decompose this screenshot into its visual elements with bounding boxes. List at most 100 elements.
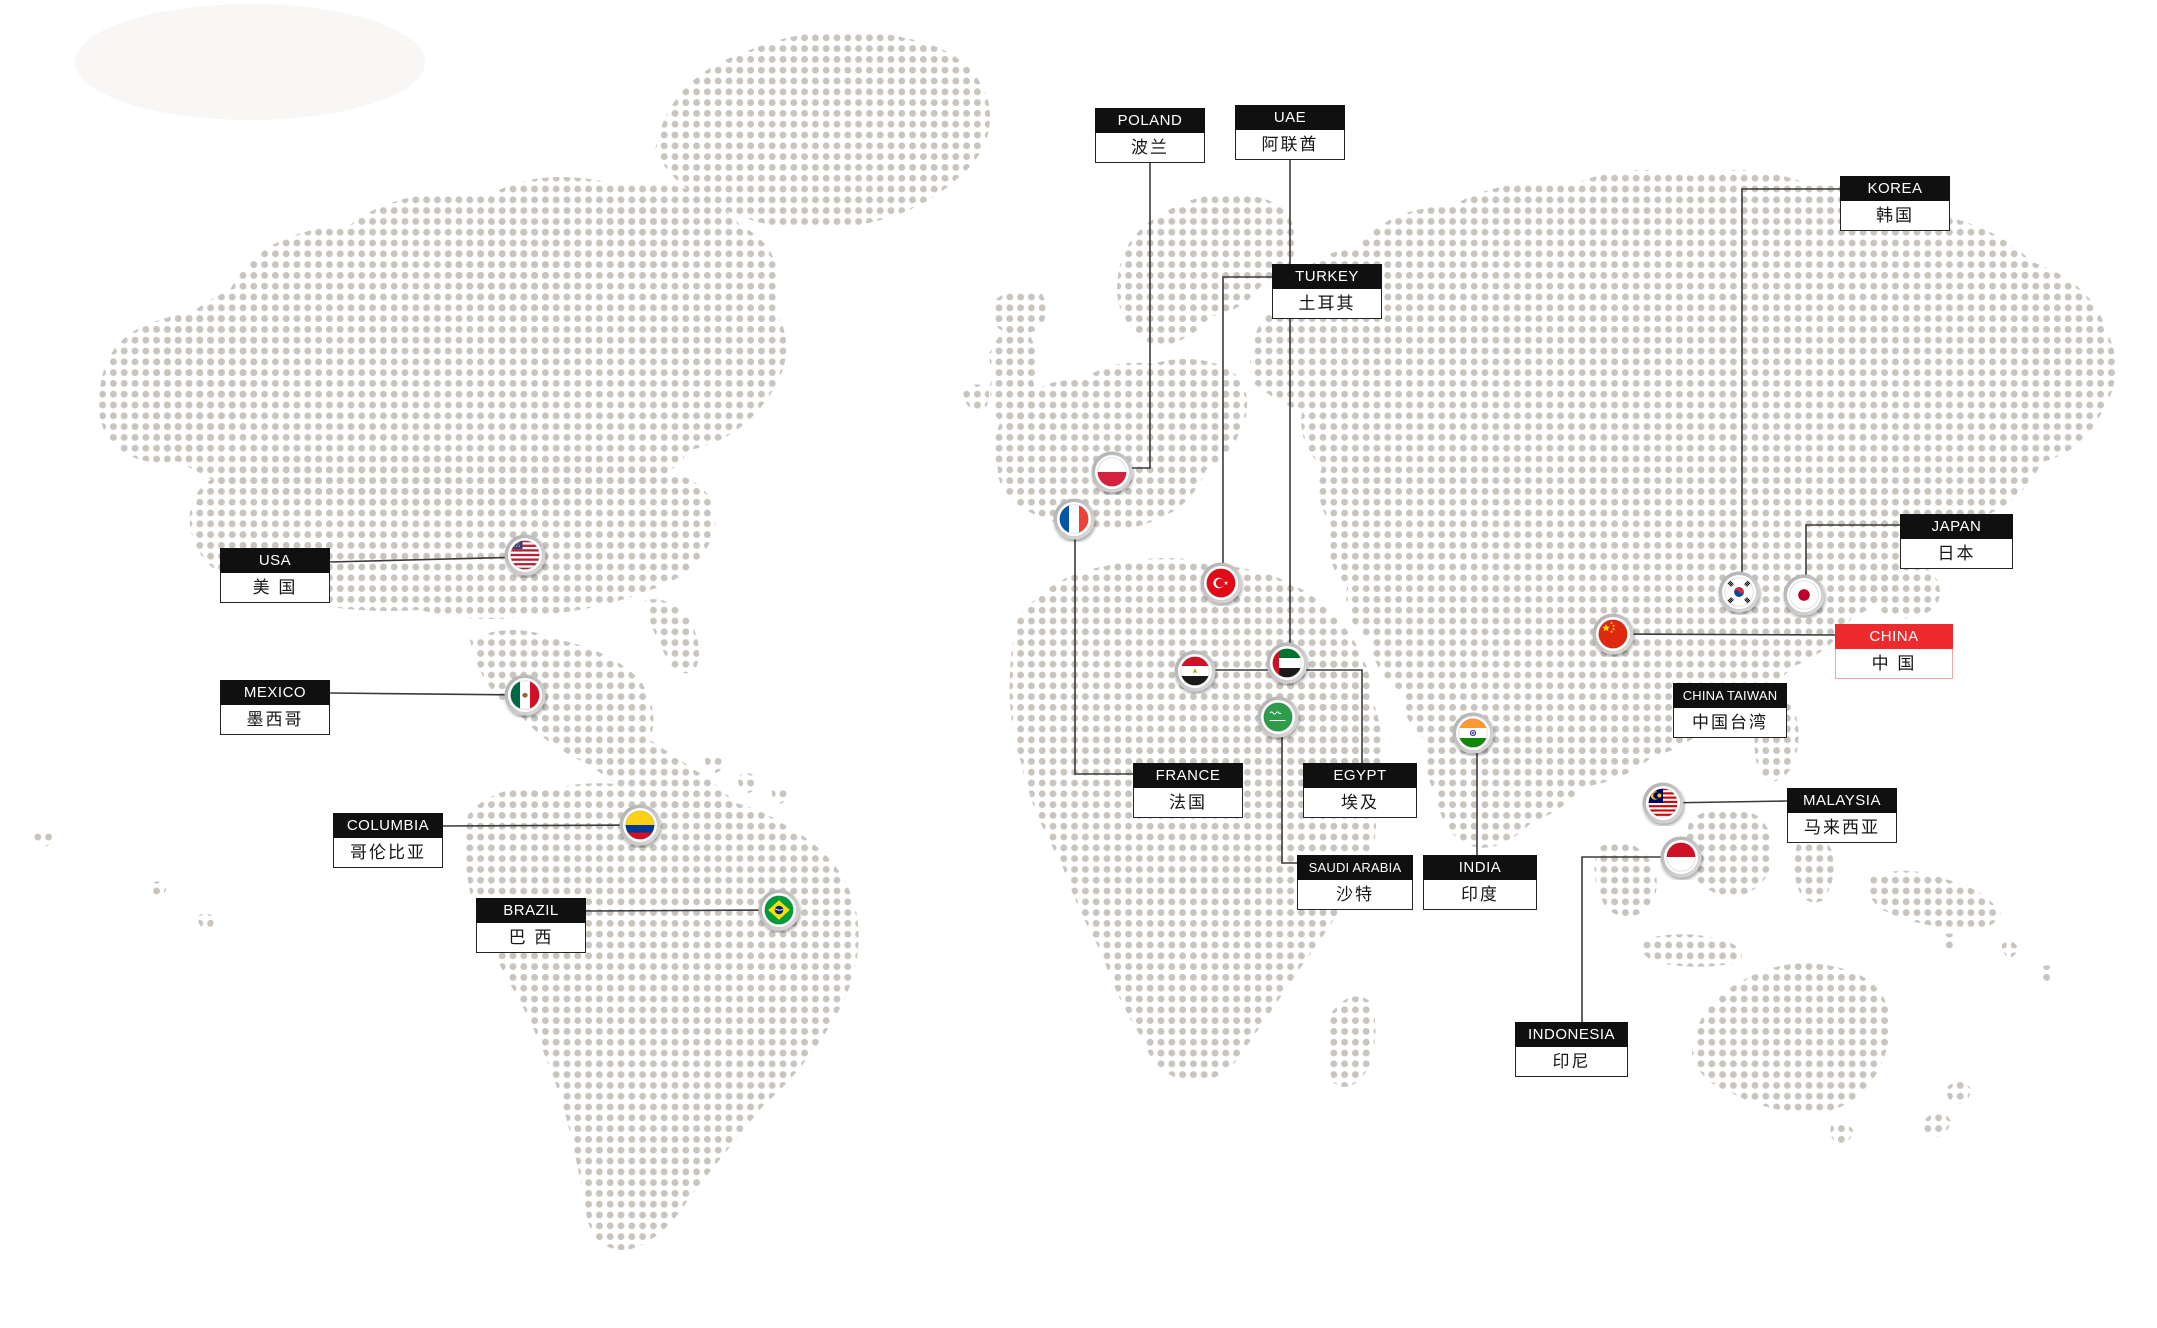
label-turkey: TURKEY 土耳其	[1272, 264, 1382, 319]
mexico-flag-icon	[510, 680, 540, 710]
label-france-en: FRANCE	[1133, 763, 1243, 788]
connector-turkey	[1222, 276, 1272, 583]
japan-flag-icon	[1789, 580, 1819, 610]
label-india-en: INDIA	[1423, 855, 1537, 880]
uae-flag-icon	[1272, 648, 1302, 678]
label-china-zh: 中 国	[1835, 649, 1953, 679]
label-china-taiwan-zh: 中国台湾	[1673, 708, 1787, 738]
japan-flag-pin	[1781, 572, 1827, 618]
label-poland-en: POLAND	[1095, 108, 1205, 133]
colombia-flag-icon	[625, 810, 655, 840]
china-flag-pin	[1590, 611, 1636, 657]
connector-mexico	[329, 692, 526, 696]
label-indonesia-zh: 印尼	[1515, 1047, 1628, 1077]
label-mexico-en: MEXICO	[220, 680, 330, 705]
france-flag-pin	[1051, 496, 1097, 542]
malaysia-flag-pin	[1640, 780, 1686, 826]
label-brazil: BRAZIL 巴 西	[476, 898, 586, 953]
label-japan-en: JAPAN	[1900, 514, 2013, 539]
connector-columbia	[442, 824, 641, 827]
label-mexico: MEXICO 墨西哥	[220, 680, 330, 735]
india-flag-icon	[1458, 718, 1488, 748]
saudi-arabia-flag-pin	[1255, 694, 1301, 740]
connector-indonesia	[1581, 856, 1681, 1022]
indonesia-flag-pin	[1658, 834, 1704, 880]
label-turkey-zh: 土耳其	[1272, 289, 1382, 319]
label-egypt-zh: 埃及	[1303, 788, 1417, 818]
connector-china	[1612, 633, 1838, 636]
label-turkey-en: TURKEY	[1272, 264, 1382, 289]
label-indonesia: INDONESIA 印尼	[1515, 1022, 1628, 1077]
egypt-flag-icon	[1180, 656, 1210, 686]
label-poland: POLAND 波兰	[1095, 108, 1205, 163]
turkey-flag-pin	[1198, 560, 1244, 606]
china-flag-icon	[1598, 619, 1628, 649]
label-malaysia-zh: 马来西亚	[1787, 813, 1897, 843]
label-indonesia-en: INDONESIA	[1515, 1022, 1628, 1047]
india-flag-pin	[1450, 710, 1496, 756]
label-france: FRANCE 法国	[1133, 763, 1243, 818]
usa-flag-icon	[510, 540, 540, 570]
turkey-flag-icon	[1206, 568, 1236, 598]
label-egypt: EGYPT 埃及	[1303, 763, 1417, 818]
label-usa-zh: 美 国	[220, 573, 330, 603]
label-korea-en: KOREA	[1840, 176, 1950, 201]
brazil-flag-icon	[764, 895, 794, 925]
connector-japan	[1805, 524, 1900, 595]
label-columbia: COLUMBIA 哥伦比亚	[333, 813, 443, 868]
connector-usa	[329, 556, 526, 563]
connector-korea	[1741, 188, 1840, 592]
label-china-taiwan: CHINA TAIWAN 中国台湾	[1673, 683, 1787, 738]
label-saudi-arabia-zh: 沙特	[1297, 880, 1413, 910]
label-egypt-en: EGYPT	[1303, 763, 1417, 788]
france-flag-icon	[1059, 504, 1089, 534]
colombia-flag-pin	[617, 802, 663, 848]
mexico-flag-pin	[502, 672, 548, 718]
connector-saudi	[1281, 717, 1297, 864]
label-uae-en: UAE	[1235, 105, 1345, 130]
label-india: INDIA 印度	[1423, 855, 1537, 910]
label-usa: USA 美 国	[220, 548, 330, 603]
connector-brazil	[585, 909, 780, 912]
label-poland-zh: 波兰	[1095, 133, 1205, 163]
label-usa-en: USA	[220, 548, 330, 573]
connector-france	[1074, 519, 1133, 775]
connector-poland	[1112, 162, 1151, 469]
continents	[33, 30, 2116, 1251]
label-france-zh: 法国	[1133, 788, 1243, 818]
label-mexico-zh: 墨西哥	[220, 705, 330, 735]
label-china-en: CHINA	[1835, 624, 1953, 649]
connector-egypt	[1195, 669, 1363, 763]
label-korea-zh: 韩国	[1840, 201, 1950, 231]
label-saudi-arabia-en: SAUDI ARABIA	[1297, 855, 1413, 880]
brazil-flag-pin	[756, 887, 802, 933]
connector-malaysia	[1662, 800, 1788, 804]
label-china: CHINA 中 国	[1835, 624, 1953, 679]
label-columbia-en: COLUMBIA	[333, 813, 443, 838]
label-malaysia-en: MALAYSIA	[1787, 788, 1897, 813]
malaysia-flag-icon	[1648, 788, 1678, 818]
label-brazil-zh: 巴 西	[476, 923, 586, 953]
korea-flag-icon	[1724, 577, 1754, 607]
label-japan-zh: 日本	[1900, 539, 2013, 569]
label-uae: UAE 阿联酋	[1235, 105, 1345, 160]
label-malaysia: MALAYSIA 马来西亚	[1787, 788, 1897, 843]
egypt-flag-pin	[1172, 648, 1218, 694]
saudi-arabia-flag-icon	[1263, 702, 1293, 732]
poland-flag-icon	[1097, 457, 1127, 487]
label-korea: KOREA 韩国	[1840, 176, 1950, 231]
label-china-taiwan-en: CHINA TAIWAN	[1673, 683, 1787, 708]
label-japan: JAPAN 日本	[1900, 514, 2013, 569]
label-saudi-arabia: SAUDI ARABIA 沙特	[1297, 855, 1413, 910]
usa-flag-pin	[502, 532, 548, 578]
label-india-zh: 印度	[1423, 880, 1537, 910]
label-uae-zh: 阿联酋	[1235, 130, 1345, 160]
indonesia-flag-icon	[1666, 842, 1696, 872]
uae-flag-pin	[1264, 640, 1310, 686]
background-smudge	[75, 4, 425, 120]
korea-flag-pin	[1716, 569, 1762, 615]
label-columbia-zh: 哥伦比亚	[333, 838, 443, 868]
poland-flag-pin	[1089, 449, 1135, 495]
